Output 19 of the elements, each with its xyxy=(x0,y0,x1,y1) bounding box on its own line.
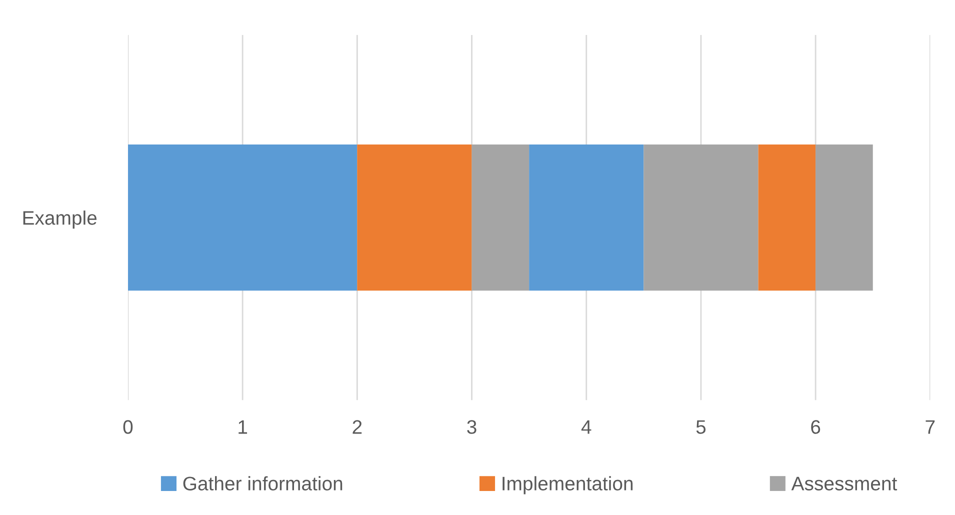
bar xyxy=(758,144,816,291)
bar xyxy=(357,144,472,291)
bar xyxy=(529,144,644,291)
x-tick-label: 4 xyxy=(581,420,592,434)
x-tick-label: 5 xyxy=(696,420,706,434)
y-tick-label: Example xyxy=(23,210,97,229)
bar xyxy=(472,144,530,291)
bar xyxy=(128,144,358,291)
x-tick-label: 3 xyxy=(467,420,476,434)
x-tick-label: 7 xyxy=(926,420,935,434)
bar xyxy=(644,144,758,291)
legend-label: Gather information xyxy=(183,476,342,490)
x-tick-label: 2 xyxy=(352,420,362,434)
bar xyxy=(816,144,873,291)
x-tick-label: 6 xyxy=(811,420,820,434)
x-tick-label: 0 xyxy=(123,420,133,434)
legend-label: Assessment xyxy=(791,476,898,490)
x-tick-label: 1 xyxy=(238,420,248,434)
legend-label: Implementation xyxy=(502,476,633,494)
